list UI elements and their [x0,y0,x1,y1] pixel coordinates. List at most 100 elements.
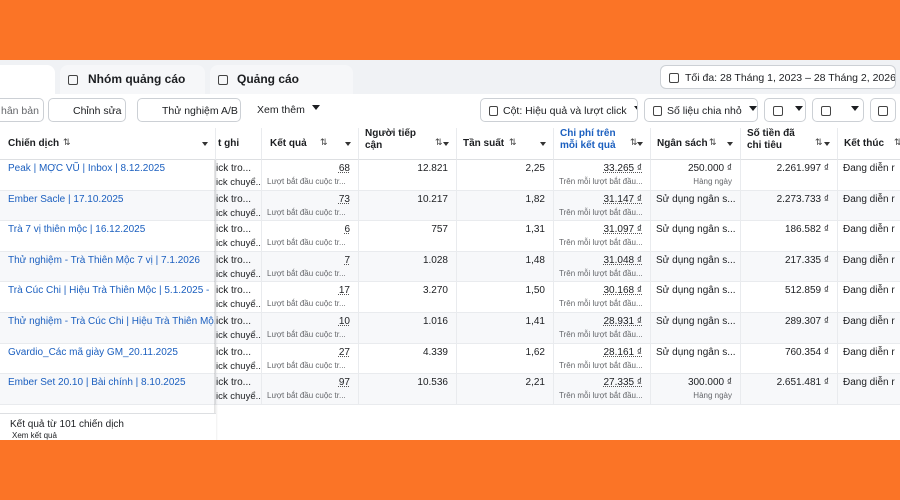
cell-subtext: Lượt bắt đầu cuộc tr... [267,299,346,309]
cell-value: Sử dụng ngân s... [656,193,736,205]
view-results-link[interactable]: Xem kết quả [12,431,57,440]
table-cell: ick tro... ick chuyể... [216,282,262,312]
columns-button[interactable]: Cột: Hiệu quả và lượt click [480,98,638,122]
table-cell: ick tro... ick chuyể... [216,190,262,221]
column-header-label: Người tiếp cận [365,128,417,151]
column-header[interactable]: Người tiếp cận ⇅ [359,128,457,160]
campaign-name[interactable]: Thử nghiệm - Trà Thiên Mộc 7 vị | 7.1.20… [8,254,200,266]
table-cell: 27 Lượt bắt đầu cuộc tr... [262,343,359,374]
cell-value: 33.265 ₫ [603,163,643,174]
cell-subtext: Trên mỗi lượt bắt đầu... [559,238,643,248]
campaign-name[interactable]: Peak | MỢC VŨ | Inbox | 8.12.2025 [8,163,166,174]
campaign-name[interactable]: Thử nghiệm - Trà Cúc Chi | Hiệu Trà Thiê… [8,316,216,327]
cell-value: 27 [338,346,350,358]
sort-icon: ⇅ [894,137,900,147]
cell-value: Đang diễn r [843,285,895,297]
table-cell: 1,50 [457,282,554,312]
cell-value: 1.028 [422,254,448,266]
cell-subtext: Trên mỗi lượt bắt đầu... [559,268,643,278]
cell-subtext: ick chuyể... [216,391,262,403]
ab-test-button[interactable]: Thử nghiệm A/B [137,98,241,122]
table-cell: 2,21 [457,374,554,404]
cell-subtext: Trên mỗi lượt bắt đầu... [559,330,643,339]
dropdown-icon [824,142,830,149]
column-header[interactable]: t ghi [216,128,262,160]
date-picker[interactable]: Tối đa: 28 Tháng 1, 2023 – 28 Tháng 2, 2… [660,65,896,89]
cell-value: 757 [431,224,448,236]
table-cell: 10.536 [359,374,457,404]
cell-value: 10 [338,316,350,327]
column-header-label: Tần suất [463,138,505,149]
cell-value: Sử dụng ngân s... [656,285,736,297]
cell-value: ick tro... [216,285,252,297]
more-button[interactable]: Xem thêm [248,98,326,122]
edit-button[interactable]: Chỉnh sửa [48,98,126,122]
tab[interactable]: Nhóm quảng cáo [60,65,205,94]
cell-value: 31.097 ₫ [603,224,643,236]
cell-value: Đang diễn r [843,193,895,205]
ads-manager: Nhóm quảng cáo Quảng cáo Tối đa: 28 Thán… [0,60,900,440]
column-header[interactable]: Chi phí trên mỗi kết quả ⇅ [554,128,651,160]
cell-value: 73 [338,193,350,205]
column-header-label: t ghi [218,138,240,149]
column-header-label: Kết thúc [844,138,884,149]
duplicate-button[interactable]: hân bản [0,98,44,122]
campaign-name[interactable]: Ember Sacle | 17.10.2025 [8,193,124,205]
table-row[interactable]: Gvardio_Các mã giày GM_20.11.2025 ick tro… [0,343,900,375]
reports-button[interactable] [764,98,806,122]
table-row[interactable]: Thử nghiệm - Trà Thiên Mộc 7 vị | 7.1.20… [0,251,900,283]
cell-subtext: Trên mỗi lượt bắt đầu... [559,360,643,370]
table-row[interactable]: Peak | MỢC VŨ | Inbox | 8.12.2025 ick tro… [0,160,900,191]
cell-value: Đang diễn r [843,316,895,327]
sort-icon: ⇅ [509,137,517,147]
table-cell: 250.000 ₫ Hàng ngày [651,160,741,190]
table-footer: Kết quả từ 101 chiến dịch Xem kết quả [0,413,216,440]
cell-value: ick tro... [216,254,252,266]
cell-subtext: Lượt bắt đầu cuộc tr... [267,207,346,217]
tab[interactable]: Quảng cáo [210,65,353,94]
cell-value: Sử dụng ngân s... [656,316,736,327]
cell-value: 7 [344,254,350,266]
table-cell: Sử dụng ngân s... [651,313,741,343]
button-label: Cột: Hiệu quả và lượt click [503,105,627,117]
breakdown-button[interactable]: Số liệu chia nhỏ [644,98,758,122]
table-cell: 1,62 [457,343,554,374]
column-header[interactable]: Ngân sách ⇅ [651,128,741,160]
table-cell: 1,31 [457,221,554,251]
cell-value: 3.270 [422,285,448,297]
tab[interactable] [0,65,55,94]
table-cell: 10 Lượt bắt đầu cuộc tr... [262,313,359,343]
column-header[interactable]: Tần suất ⇅ [457,128,554,160]
table-cell: 2,25 [457,160,554,190]
cell-subtext: Lượt bắt đầu cuộc tr... [267,268,346,278]
column-header[interactable]: Chiến dịch ⇅ [0,128,216,160]
column-header[interactable]: Kết thúc ⇅ [838,128,900,160]
campaign-name[interactable]: Trà Cúc Chi | Hiệu Trà Thiên Mộc | 5.1.2… [8,285,210,297]
column-header[interactable]: Số tiền đã chi tiêu ⇅ [741,128,838,160]
table-row[interactable]: Trà 7 vị thiên mộc | 16.12.2025 ick tro..… [0,221,900,252]
column-header[interactable]: Kết quả ⇅ [262,128,359,160]
export-button[interactable] [812,98,864,122]
campaign-name[interactable]: Ember Set 20.10 | Bài chính | 8.10.2025 [8,377,186,389]
campaign-name[interactable]: Trà 7 vị thiên mộc | 16.12.2025 [8,224,146,236]
cell-subtext: Lượt bắt đầu cuộc tr... [267,238,346,248]
campaign-name[interactable]: Gvardio_Các mã giày GM_20.11.2025 [8,346,178,358]
table-row[interactable]: Ember Set 20.10 | Bài chính | 8.10.2025 i… [0,374,900,405]
chart-button[interactable] [870,98,896,122]
column-header-label: Chiến dịch [8,138,60,149]
table-cell: 12.821 [359,160,457,190]
cell-subtext: Lượt bắt đầu cuộc tr... [267,177,346,186]
table-cell: 73 Lượt bắt đầu cuộc tr... [262,190,359,221]
table-cell: ick tro... ick chuyể... [216,221,262,251]
table-cell: ick tro... ick chuyể... [216,374,262,404]
table-cell: ick tro... ick chuyể... [216,251,262,282]
table-cell: ick tro... ick chuyể... [216,160,262,190]
table-cell: 28.931 ₫ Trên mỗi lượt bắt đầu... [554,313,651,343]
table-cell: Đang diễn r [838,160,900,190]
table-row[interactable]: Trà Cúc Chi | Hiệu Trà Thiên Mộc | 5.1.2… [0,282,900,313]
table-row[interactable]: Ember Sacle | 17.10.2025 ick tro... ick ch… [0,190,900,222]
table-row[interactable]: Thử nghiệm - Trà Cúc Chi | Hiệu Trà Thiê… [0,313,900,344]
table-cell: Sử dụng ngân s... [651,282,741,312]
cell-subtext: Trên mỗi lượt bắt đầu... [559,207,643,217]
